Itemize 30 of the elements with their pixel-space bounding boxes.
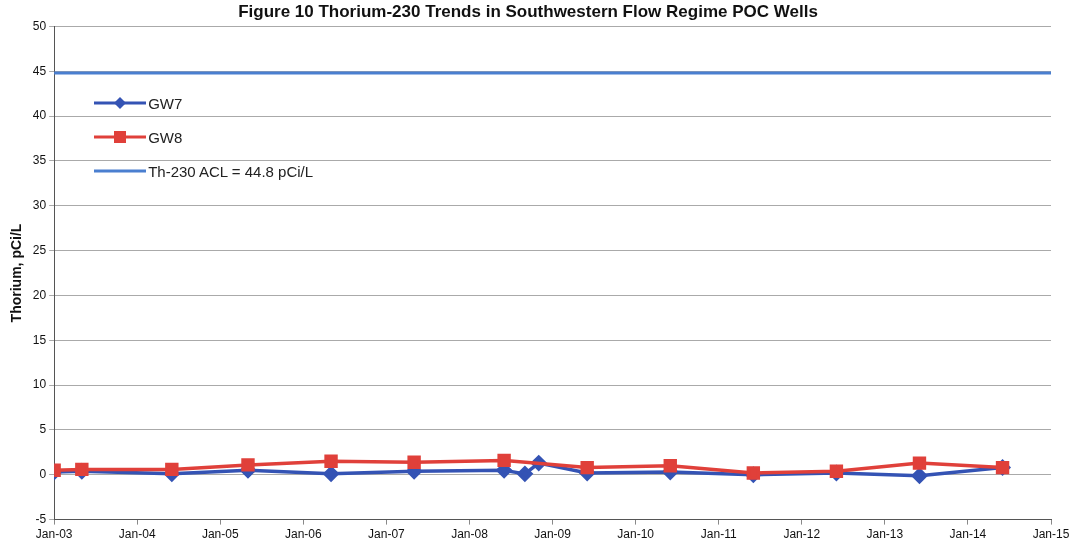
y-tick-label: 30: [32, 198, 47, 213]
y-tick-label: 50: [32, 18, 47, 33]
y-tick-label: 35: [32, 153, 47, 168]
x-tick-label: Jan-10: [617, 527, 655, 542]
x-tick-label: Jan-15: [1032, 527, 1070, 542]
y-axis-title: Thorium, pCi/L: [8, 223, 25, 323]
x-tick-label: Jan-11: [700, 527, 737, 542]
y-tick-label: -5: [35, 511, 47, 526]
y-tick-label: 20: [32, 287, 47, 302]
x-tick-label: Jan-14: [949, 527, 987, 542]
x-tick-label: Jan-04: [118, 527, 156, 542]
chart-title: Figure 10 Thorium-230 Trends in Southwestern Flow Regime POC Wells: [238, 1, 818, 21]
x-tick-label: Jan-05: [201, 527, 239, 542]
x-tick-label: Jan-13: [866, 527, 904, 542]
y-tick-label: 25: [32, 242, 47, 257]
legend-label: GW7: [148, 94, 183, 112]
x-tick-label: Jan-09: [534, 527, 572, 542]
y-tick-label: 10: [32, 377, 47, 392]
x-tick-label: Jan-08: [451, 527, 489, 542]
y-tick-label: 5: [39, 422, 47, 437]
x-tick-label: Jan-12: [783, 527, 821, 542]
legend-label: GW8: [148, 128, 183, 146]
x-tick-label: Jan-07: [368, 527, 406, 542]
y-tick-label: 15: [32, 332, 47, 347]
y-tick-label: 40: [32, 108, 47, 123]
x-tick-label: Jan-03: [35, 527, 73, 542]
y-tick-label: 0: [39, 467, 47, 482]
x-tick-label: Jan-06: [285, 527, 323, 542]
y-tick-label: 45: [32, 63, 47, 78]
legend-label: Th-230 ACL = 44.8 pCi/L: [148, 162, 314, 180]
